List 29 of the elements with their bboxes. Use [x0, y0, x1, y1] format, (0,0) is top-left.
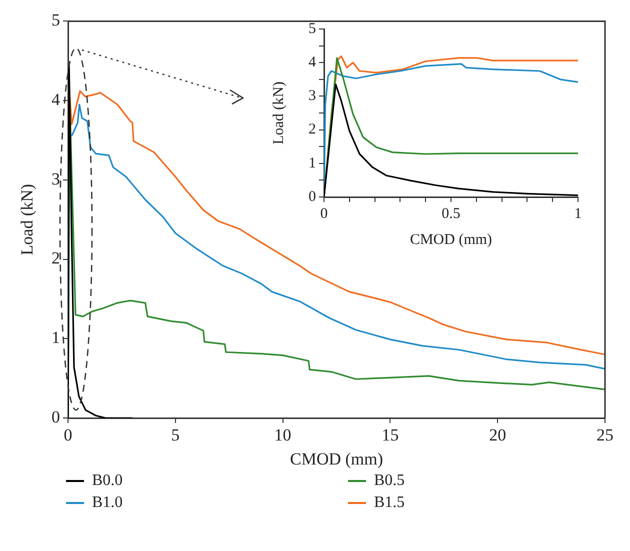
y-tick-label: 1 [308, 155, 316, 172]
x-tick-label: 25 [596, 426, 614, 445]
y-tick-label: 0 [52, 407, 60, 426]
legend-label: B1.5 [374, 494, 405, 512]
y-tick-label: 4 [308, 54, 316, 71]
x-tick-label: 5 [171, 426, 180, 445]
y-tick-label: 5 [308, 20, 316, 37]
x-axis-title: CMOD (mm) [410, 232, 492, 248]
x-tick-label: 0 [64, 426, 72, 445]
legend-label: B0.5 [374, 472, 405, 490]
y-tick-label: 3 [52, 169, 60, 188]
x-tick-label: 0.5 [442, 206, 460, 222]
y-tick-label: 2 [52, 248, 60, 268]
y-tick-label: 1 [52, 328, 60, 348]
y-tick-label: 2 [308, 122, 316, 138]
x-tick-label: 0 [320, 206, 328, 222]
y-axis-title: Load (kN) [270, 82, 287, 144]
y-tick-label: 0 [308, 188, 316, 205]
x-axis-title: CMOD (mm) [290, 449, 384, 468]
x-tick-label: 20 [489, 426, 506, 445]
y-axis-title: Load (kN) [18, 184, 37, 256]
y-tick-label: 3 [308, 88, 316, 104]
legend-label: B0.0 [92, 472, 123, 490]
x-tick-label: 1 [574, 206, 582, 222]
legend-label: B1.0 [92, 494, 123, 512]
y-tick-label: 4 [52, 90, 60, 110]
x-tick-label: 10 [274, 426, 292, 445]
x-tick-label: 15 [382, 426, 399, 445]
y-tick-label: 5 [52, 10, 60, 30]
